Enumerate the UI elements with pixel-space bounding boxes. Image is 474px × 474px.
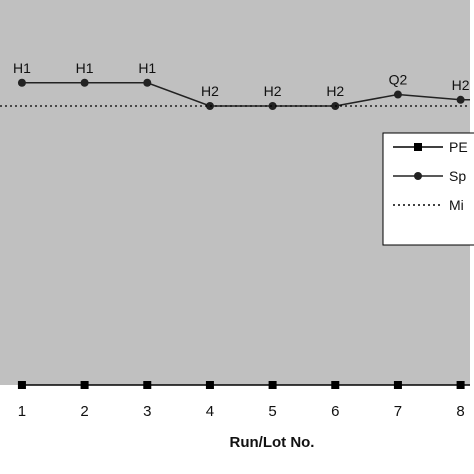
x-tick-label-4: 4 — [206, 403, 214, 420]
x-axis-title: Run/Lot No. — [230, 434, 315, 451]
x-tick-label-7: 7 — [394, 403, 402, 420]
point-pe-3 — [143, 381, 152, 389]
series-layer: H1 H1 H1 H2 H2 H2 Q2 H2 — [0, 60, 470, 389]
point-sp-5 — [268, 102, 277, 110]
x-tick-label-2: 2 — [80, 403, 88, 420]
point-sp-7 — [393, 90, 402, 99]
x-tick-label-3: 3 — [143, 403, 151, 420]
legend-marker-sp — [414, 172, 422, 180]
data-label-4: H2 — [201, 83, 219, 99]
legend-label-sp: Sp — [449, 168, 466, 184]
point-sp-1 — [17, 78, 26, 87]
x-tick-label-1: 1 — [18, 403, 26, 420]
point-pe-6 — [331, 381, 340, 389]
legend-entry-pe: PE — [393, 139, 468, 155]
point-sp-8 — [456, 95, 465, 104]
data-label-1: H1 — [13, 60, 31, 76]
legend: PE Sp Mi — [382, 132, 474, 246]
point-pe-4 — [205, 381, 214, 389]
point-pe-7 — [393, 381, 402, 389]
data-label-7: Q2 — [389, 72, 408, 88]
x-tick-label-5: 5 — [268, 403, 276, 420]
series-pe — [17, 381, 470, 389]
series-sp: H1 H1 H1 H2 H2 H2 Q2 H2 — [13, 60, 470, 110]
legend-label-mi: Mi — [449, 197, 464, 213]
data-label-5: H2 — [264, 83, 282, 99]
data-label-3: H1 — [138, 60, 156, 76]
point-pe-8 — [456, 381, 465, 389]
legend-box — [382, 132, 474, 246]
x-tick-labels: 1 2 3 4 5 6 7 8 — [18, 403, 465, 420]
data-label-8: H2 — [452, 77, 470, 93]
legend-marker-pe — [414, 143, 422, 151]
data-label-2: H1 — [76, 60, 94, 76]
point-sp-2 — [80, 78, 89, 87]
legend-entry-mi: Mi — [393, 197, 464, 213]
point-sp-4 — [205, 102, 214, 110]
x-tick-label-6: 6 — [331, 403, 339, 420]
x-tick-label-8: 8 — [456, 403, 464, 420]
legend-label-pe: PE — [449, 139, 468, 155]
point-sp-3 — [143, 78, 152, 87]
point-pe-5 — [268, 381, 277, 389]
point-pe-2 — [80, 381, 89, 389]
data-label-6: H2 — [326, 83, 344, 99]
point-pe-1 — [17, 381, 26, 389]
legend-entry-sp: Sp — [393, 168, 466, 184]
